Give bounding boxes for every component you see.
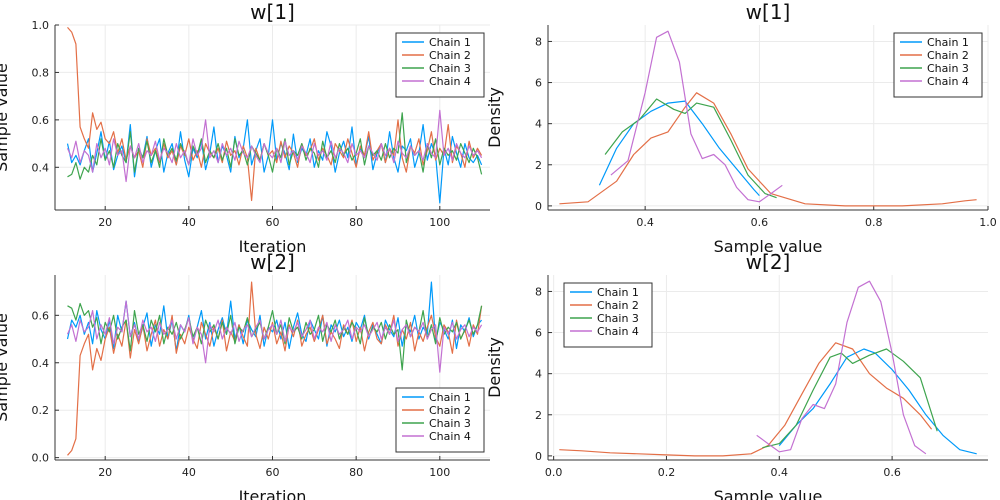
x-tick-label: 60 [266,466,280,479]
x-tick-label: 0.2 [658,466,676,479]
y-tick-label: 0.4 [32,161,50,174]
y-tick-label: 0 [535,450,542,463]
x-tick-label: 100 [429,216,450,229]
x-axis-title: Sample value [714,487,823,500]
series-line-chain-2 [67,281,483,456]
series-line-chain-4 [610,30,783,203]
legend-label: Chain 1 [429,36,471,49]
y-tick-label: 0.2 [32,404,50,417]
x-tick-label: 0.4 [771,466,789,479]
plot-title: w[2] [250,250,295,274]
legend-box [563,282,653,348]
plot-panel-2: 0.4 0.6 0.8 1.0 0 2 4 6 8 w[1] Sample value Density… [485,0,997,256]
y-axis-title: Density [485,87,504,148]
x-axis-title: Sample value [714,237,823,256]
y-tick-label: 0.6 [32,309,50,322]
x-tick-label: 0.6 [883,466,901,479]
plot-title: w[2] [746,250,791,274]
y-tick-label: 8 [535,35,542,48]
x-tick-label: 0.4 [636,216,654,229]
x-tick-label: 40 [182,216,196,229]
plot-panel-3: 20 40 60 80 100 0.0 0.2 0.4 0.6 w[2] Iteration Samp… [0,250,490,500]
x-tick-label: 40 [182,466,196,479]
legend-label: Chain 2 [429,404,471,417]
y-axis-title: Density [485,337,504,398]
series-line-chain-4 [756,280,927,455]
legend-label: Chain 1 [429,391,471,404]
legend-box [395,32,485,98]
y-tick-label: 2 [535,409,542,422]
x-tick-label: 20 [98,216,112,229]
legend-label: Chain 3 [927,62,969,75]
legend-label: Chain 4 [927,75,969,88]
y-axis-title: Sample value [0,313,11,422]
x-tick-label: 80 [349,466,363,479]
legend-label: Chain 3 [429,62,471,75]
series-group [66,27,483,204]
y-axis-title: Sample value [0,63,11,172]
y-tick-label: 6 [535,77,542,90]
plot-panel-4: 0.0 0.2 0.4 0.6 0 2 4 6 8 w[2] Sample value Density… [485,250,988,500]
series-line-chain-2 [559,342,933,457]
x-tick-label: 0.6 [751,216,769,229]
x-tick-label: 1.0 [979,216,997,229]
legend-label: Chain 4 [429,75,471,88]
legend-label: Chain 4 [597,325,639,338]
y-tick-label: 8 [535,285,542,298]
y-tick-label: 2 [535,159,542,172]
y-tick-label: 0.4 [32,357,50,370]
y-tick-label: 0.6 [32,114,50,127]
x-tick-label: 0.0 [545,466,563,479]
y-tick-label: 4 [535,118,542,131]
x-tick-label: 20 [98,466,112,479]
series-line-chain-2 [559,92,977,207]
x-tick-label: 60 [266,216,280,229]
series-line-chain-3 [604,98,777,199]
legend-box [893,32,983,98]
x-tick-label: 100 [429,466,450,479]
series-line-chain-3 [762,348,938,449]
x-tick-label: 0.8 [865,216,883,229]
y-tick-label: 6 [535,327,542,340]
series-group [66,281,483,456]
legend-label: Chain 3 [597,312,639,325]
series-line-chain-4 [66,300,483,373]
legend-label: Chain 4 [429,430,471,443]
y-tick-label: 0.8 [32,66,50,79]
plot-title: w[1] [250,0,295,24]
x-axis-title: Iteration [239,237,307,256]
legend-label: Chain 2 [597,299,639,312]
plot-title: w[1] [746,0,791,24]
series-line-chain-1 [66,281,483,352]
legend-box [395,387,485,453]
y-tick-label: 4 [535,368,542,381]
y-tick-label: 0.0 [32,452,50,465]
legend-label: Chain 3 [429,417,471,430]
legend-label: Chain 1 [927,36,969,49]
series-group [559,280,977,457]
x-tick-label: 80 [349,216,363,229]
series-group [559,30,977,207]
x-axis-title: Iteration [239,487,307,500]
series-line-chain-4 [66,109,483,183]
plot-panel-1: 20 40 60 80 100 0.4 0.6 0.8 1.0 w[1] Iteration Samp… [0,0,490,256]
y-tick-label: 1.0 [32,19,50,32]
legend-label: Chain 1 [597,286,639,299]
series-line-chain-1 [778,348,977,455]
legend-label: Chain 2 [927,49,969,62]
legend-label: Chain 2 [429,49,471,62]
y-tick-label: 0 [535,200,542,213]
